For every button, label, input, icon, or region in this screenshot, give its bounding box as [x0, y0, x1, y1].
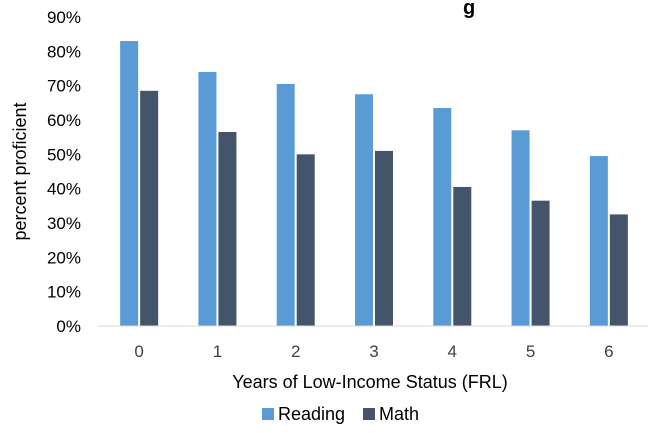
- y-tick-label: 90%: [47, 8, 81, 27]
- x-tick-label: 5: [526, 342, 535, 361]
- bar-math-3: [375, 151, 393, 326]
- y-axis-ticks: 0% 10% 20% 30% 40% 50% 60% 70% 80% 90%: [47, 8, 81, 336]
- y-tick-label: 30%: [47, 214, 81, 233]
- bar-math-0: [140, 91, 158, 326]
- bar-reading-5: [512, 130, 530, 326]
- y-tick-label: 60%: [47, 111, 81, 130]
- bar-math-5: [532, 201, 550, 326]
- y-tick-label: 0%: [56, 317, 81, 336]
- x-axis-title: Years of Low-Income Status (FRL): [232, 372, 507, 392]
- legend-swatch-reading: [262, 408, 274, 420]
- x-tick-label: 1: [213, 342, 222, 361]
- legend-label-math: Math: [379, 404, 419, 424]
- x-tick-label: 2: [291, 342, 300, 361]
- y-tick-label: 80%: [47, 42, 81, 61]
- y-axis-title: percent proficient: [10, 102, 30, 240]
- bar-reading-2: [277, 84, 295, 326]
- y-tick-label: 40%: [47, 180, 81, 199]
- legend: Reading Math: [262, 404, 419, 424]
- y-tick-label: 70%: [47, 77, 81, 96]
- bar-math-4: [453, 187, 471, 326]
- x-tick-label: 3: [369, 342, 378, 361]
- bar-math-1: [218, 132, 236, 326]
- x-tick-label: 6: [604, 342, 613, 361]
- chart-title-fragment: g: [463, 0, 475, 19]
- bar-reading-3: [355, 94, 373, 326]
- x-tick-label: 4: [448, 342, 457, 361]
- legend-swatch-math: [363, 408, 375, 420]
- y-tick-label: 20%: [47, 248, 81, 267]
- x-tick-label: 0: [134, 342, 143, 361]
- bar-reading-6: [590, 156, 608, 326]
- bar-reading-4: [433, 108, 451, 326]
- bar-math-2: [297, 154, 315, 326]
- y-tick-label: 10%: [47, 283, 81, 302]
- bar-reading-1: [198, 72, 216, 326]
- legend-label-reading: Reading: [278, 404, 345, 424]
- x-axis-ticks: 0 1 2 3 4 5 6: [134, 342, 613, 361]
- bars: [120, 41, 628, 326]
- y-tick-label: 50%: [47, 145, 81, 164]
- bar-reading-0: [120, 41, 138, 326]
- bar-math-6: [610, 214, 628, 326]
